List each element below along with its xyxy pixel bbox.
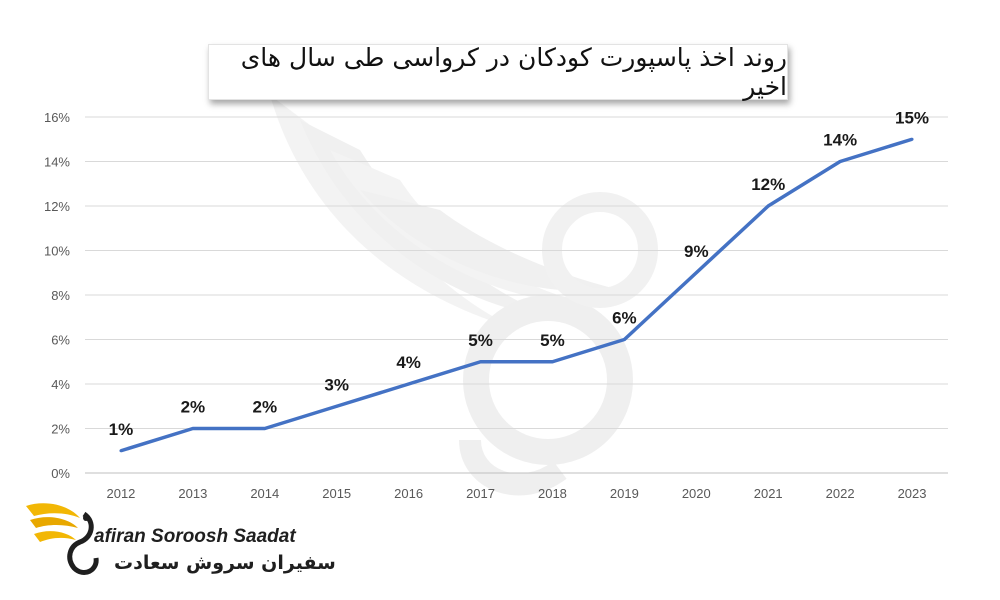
data-label: 14% bbox=[823, 131, 857, 150]
y-tick-label: 14% bbox=[44, 155, 70, 170]
series-line-path bbox=[120, 137, 913, 453]
data-point bbox=[622, 338, 626, 341]
y-tick-label: 0% bbox=[51, 466, 70, 481]
y-tick-label: 16% bbox=[44, 110, 70, 125]
data-point bbox=[407, 382, 411, 386]
data-point bbox=[263, 427, 267, 430]
x-tick-label: 2022 bbox=[826, 486, 855, 501]
data-label: 9% bbox=[684, 242, 709, 261]
y-tick-label: 6% bbox=[51, 333, 70, 348]
y-tick-label: 10% bbox=[44, 244, 70, 259]
data-label: 5% bbox=[468, 331, 493, 350]
data-label: 2% bbox=[253, 398, 278, 417]
data-label: 12% bbox=[751, 175, 785, 194]
x-tick-label: 2015 bbox=[322, 486, 351, 501]
y-tick-label: 2% bbox=[51, 422, 70, 437]
chart-title-box: روند اخذ پاسپورت کودکان در کرواسی طی سال… bbox=[208, 43, 788, 101]
chart-title: روند اخذ پاسپورت کودکان در کرواسی طی سال… bbox=[240, 43, 787, 101]
y-tick-label: 4% bbox=[51, 377, 70, 392]
data-label: 2% bbox=[181, 398, 206, 417]
data-label: 5% bbox=[540, 331, 565, 350]
y-axis-ticks: 0% 2% 4% 6% 8% 10% 12% 14% 16% bbox=[44, 110, 70, 481]
data-label: 15% bbox=[895, 108, 929, 127]
data-point bbox=[335, 404, 339, 408]
data-point bbox=[910, 137, 914, 141]
data-point bbox=[550, 360, 554, 364]
data-label: 3% bbox=[324, 375, 349, 394]
data-point bbox=[694, 271, 698, 275]
x-tick-label: 2012 bbox=[106, 486, 135, 501]
data-point bbox=[766, 204, 770, 208]
x-tick-label: 2023 bbox=[898, 486, 927, 501]
data-point bbox=[838, 160, 842, 163]
data-label: 1% bbox=[109, 420, 134, 439]
data-labels: 1% 2% 2% 3% 4% 5% 5% 6% 9% 12% 14% 15% bbox=[109, 108, 929, 439]
x-tick-label: 2013 bbox=[178, 486, 207, 501]
x-tick-label: 2014 bbox=[250, 486, 279, 501]
x-tick-label: 2021 bbox=[754, 486, 783, 501]
x-tick-label: 2018 bbox=[538, 486, 567, 501]
data-label: 4% bbox=[396, 353, 421, 372]
wing-watermark bbox=[270, 95, 658, 496]
x-tick-label: 2020 bbox=[682, 486, 711, 501]
data-point bbox=[119, 449, 123, 453]
brand-name-en: afiran Soroosh Saadat bbox=[94, 526, 296, 547]
gridlines bbox=[85, 116, 948, 474]
x-tick-label: 2016 bbox=[394, 486, 423, 501]
y-tick-label: 12% bbox=[44, 199, 70, 214]
series-line bbox=[119, 137, 914, 453]
brand-name-fa: سفیران سروش سعادت bbox=[114, 552, 336, 574]
golden-wing-bird-icon bbox=[26, 503, 99, 575]
x-axis-ticks: 2012 2013 2014 2015 2016 2017 2018 2019 2020 2021… bbox=[106, 486, 926, 501]
data-point bbox=[479, 360, 483, 364]
brand-logo: afiran Soroosh Saadat سفیران سروش سعادت bbox=[22, 496, 336, 586]
y-tick-label: 8% bbox=[51, 288, 70, 303]
data-label: 6% bbox=[612, 309, 637, 328]
data-point bbox=[191, 427, 195, 430]
x-tick-label: 2017 bbox=[466, 486, 495, 501]
x-tick-label: 2019 bbox=[610, 486, 639, 501]
